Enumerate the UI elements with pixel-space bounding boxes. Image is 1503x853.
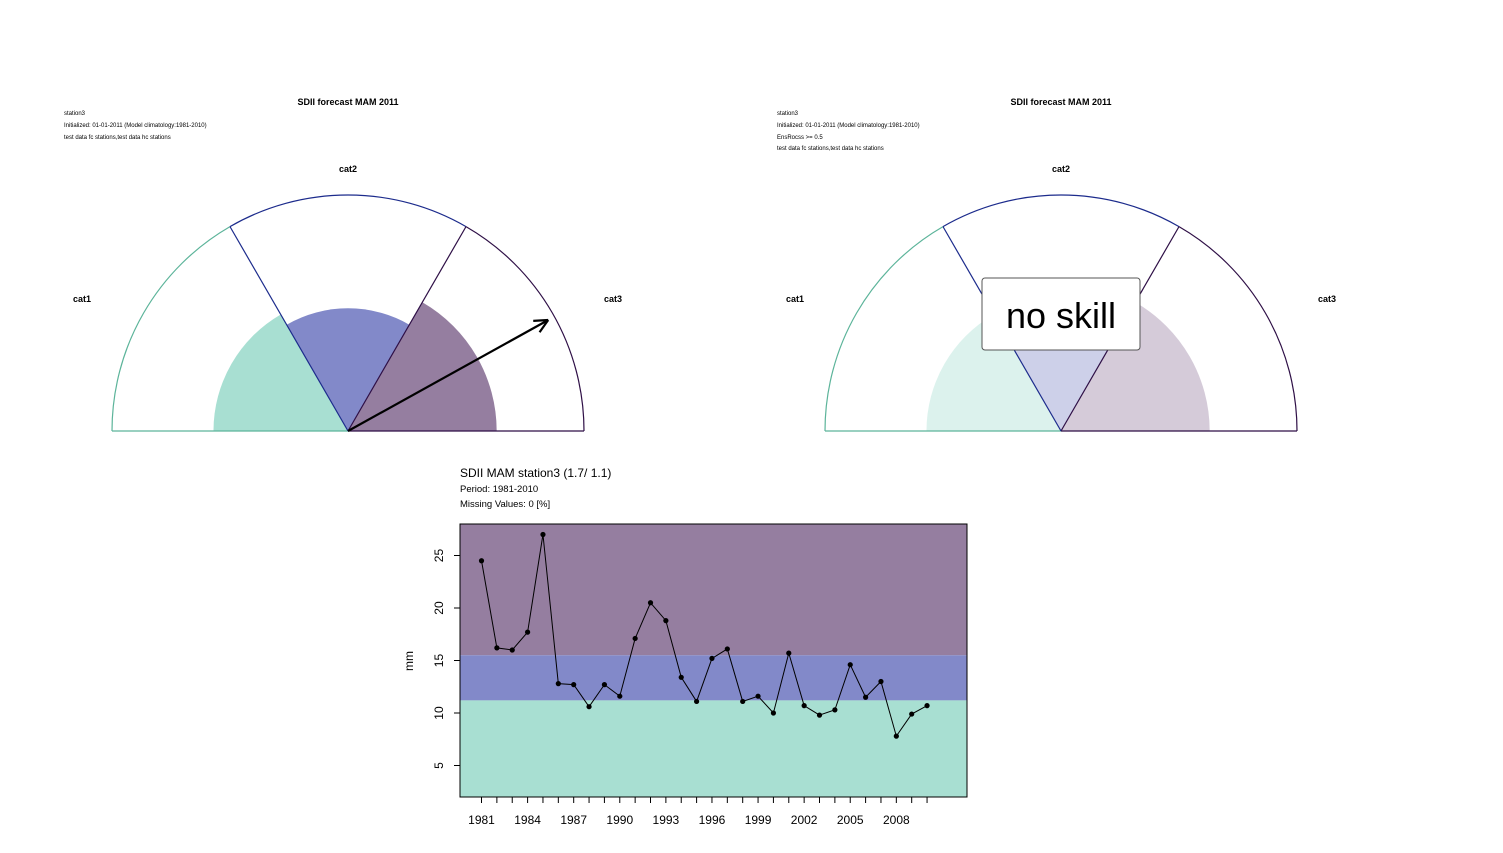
tercile-band-upper xyxy=(460,524,967,656)
gauge-label-cat1: cat1 xyxy=(786,294,804,304)
data-point xyxy=(893,733,899,739)
gauge-label-cat2: cat2 xyxy=(1052,164,1070,174)
probability-sector-cat2 xyxy=(286,308,410,431)
gauge-arc-cat3 xyxy=(1178,226,1298,432)
x-tick-label: 2005 xyxy=(837,813,864,827)
data-point xyxy=(586,704,592,710)
forecast-arrow-head xyxy=(533,318,549,322)
x-tick-label: 2008 xyxy=(883,813,910,827)
y-tick-label: 5 xyxy=(432,762,446,769)
tercile-band-middle xyxy=(460,655,967,701)
gauge-arc-cat1 xyxy=(824,226,944,432)
gauge-info-line: station3 xyxy=(777,111,799,117)
gauge-arc-cat3 xyxy=(465,226,585,432)
no-skill-box: no skill xyxy=(981,277,1141,351)
data-point xyxy=(847,662,853,668)
data-point xyxy=(924,703,930,709)
gauge-arc-cat2 xyxy=(229,194,467,228)
chart-subtitle-missing: Missing Values: 0 [%] xyxy=(460,499,550,510)
data-point xyxy=(678,674,684,680)
tercile-band-lower xyxy=(460,700,967,797)
data-point xyxy=(832,707,838,713)
data-point xyxy=(909,711,915,717)
probability-sector-cat3 xyxy=(348,302,497,431)
y-tick-label: 10 xyxy=(432,706,446,720)
gauge-panel-right: SDII forecast MAM 2011 station3 Initiali… xyxy=(777,97,1336,432)
data-point xyxy=(740,698,746,705)
gauge-title: SDII forecast MAM 2011 xyxy=(1010,97,1111,107)
plot-area: 1981 1984 1987 1990 1993 1996 1999 2002 2005 2008… xyxy=(432,523,968,827)
data-point xyxy=(571,682,577,688)
data-point xyxy=(525,629,531,635)
data-point xyxy=(709,655,715,662)
gauge-label-cat2: cat2 xyxy=(339,164,357,174)
data-point xyxy=(801,703,807,709)
chart-title: SDII MAM station3 (1.7/ 1.1) xyxy=(460,466,611,480)
gauge-divider xyxy=(229,226,349,432)
probability-sector-cat3 xyxy=(1061,302,1210,431)
data-point xyxy=(555,681,561,687)
y-axis-label: mm xyxy=(402,651,416,671)
data-point xyxy=(770,710,777,716)
y-tick-label: 20 xyxy=(432,601,446,615)
gauge-divider xyxy=(347,226,467,432)
forecast-arrow xyxy=(347,319,549,432)
data-point xyxy=(816,712,823,718)
data-point xyxy=(724,646,730,652)
x-tick-label: 1999 xyxy=(745,813,772,827)
x-tick-label: 1981 xyxy=(468,813,495,827)
series-line xyxy=(481,534,928,738)
gauge-label-cat1: cat1 xyxy=(73,294,91,304)
data-point xyxy=(647,600,654,606)
gauge-info-line: EnsRocss >= 0.5 xyxy=(777,135,823,141)
chart-subtitle-period: Period: 1981-2010 xyxy=(460,484,538,495)
data-point xyxy=(878,678,884,685)
no-skill-label: no skill xyxy=(1006,295,1116,336)
forecast-arrow-head xyxy=(538,319,550,333)
x-tick-label: 1993 xyxy=(653,813,680,827)
y-tick-label: 25 xyxy=(432,549,446,563)
x-tick-label: 1990 xyxy=(606,813,633,827)
gauge-info-line: test data fc stations,test data hc stati… xyxy=(777,146,884,152)
gauge-title: SDII forecast MAM 2011 xyxy=(297,97,398,107)
data-point xyxy=(786,650,792,656)
gauge-info-line: Initialized: 01-01-2011 (Model climatolo… xyxy=(64,123,207,129)
data-point xyxy=(863,694,869,700)
gauge-arc-cat2 xyxy=(942,194,1180,228)
data-point xyxy=(509,647,515,653)
data-point xyxy=(755,693,761,699)
x-tick-label: 1996 xyxy=(699,813,726,827)
data-point xyxy=(617,693,623,699)
probability-sector-cat1 xyxy=(926,314,1061,431)
x-tick-label: 1984 xyxy=(514,813,541,827)
gauge-panel-left: SDII forecast MAM 2011 station3 Initiali… xyxy=(64,97,622,432)
data-point xyxy=(494,645,500,651)
data-point xyxy=(632,635,638,642)
gauge-info-line: test data fc stations,test data hc stati… xyxy=(64,135,171,141)
x-tick-label: 2002 xyxy=(791,813,818,827)
gauge-body xyxy=(111,194,585,432)
gauge-label-cat3: cat3 xyxy=(604,294,622,304)
x-tick-label: 1987 xyxy=(560,813,587,827)
gauge-info-line: station3 xyxy=(64,111,86,117)
no-skill-box-frame xyxy=(981,277,1141,351)
data-point xyxy=(601,682,608,688)
probability-sector-cat1 xyxy=(213,314,348,431)
gauge-arc-cat1 xyxy=(111,226,231,432)
gauge-info-line: Initialized: 01-01-2011 (Model climatolo… xyxy=(777,123,920,129)
data-point xyxy=(663,618,669,624)
timeseries-panel: SDII MAM station3 (1.7/ 1.1) Period: 198… xyxy=(402,466,968,827)
gauge-label-cat3: cat3 xyxy=(1318,294,1336,304)
y-tick-label: 15 xyxy=(432,654,446,668)
data-point xyxy=(694,698,700,705)
data-point xyxy=(540,531,546,538)
data-point xyxy=(478,558,485,564)
